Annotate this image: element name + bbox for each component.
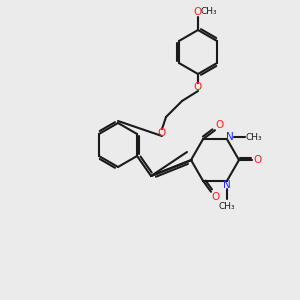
Text: CH₃: CH₃	[201, 8, 217, 16]
Text: N: N	[226, 132, 234, 142]
Text: O: O	[211, 192, 219, 202]
Text: CH₃: CH₃	[246, 133, 262, 142]
Text: O: O	[158, 128, 166, 138]
Text: O: O	[215, 120, 223, 130]
Text: N: N	[223, 180, 231, 190]
Text: O: O	[194, 82, 202, 92]
Text: O: O	[194, 7, 202, 17]
Text: CH₃: CH₃	[219, 202, 235, 211]
Text: O: O	[254, 155, 262, 165]
